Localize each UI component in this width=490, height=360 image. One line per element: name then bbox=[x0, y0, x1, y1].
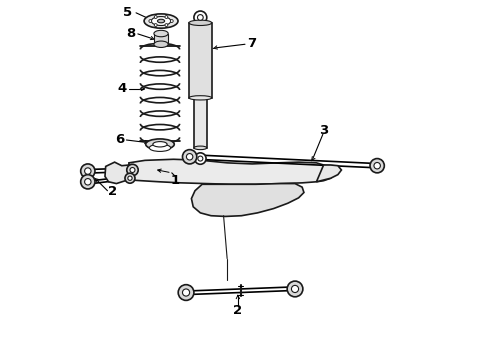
Text: 3: 3 bbox=[319, 124, 328, 137]
Circle shape bbox=[178, 285, 194, 300]
Ellipse shape bbox=[144, 14, 178, 28]
Circle shape bbox=[370, 158, 384, 173]
Circle shape bbox=[198, 156, 203, 161]
Circle shape bbox=[171, 19, 173, 22]
Circle shape bbox=[292, 285, 298, 293]
Ellipse shape bbox=[189, 20, 212, 26]
Circle shape bbox=[128, 176, 132, 180]
Circle shape bbox=[149, 19, 152, 22]
Ellipse shape bbox=[153, 141, 167, 147]
Text: 2: 2 bbox=[233, 304, 243, 317]
Circle shape bbox=[154, 15, 157, 18]
Polygon shape bbox=[194, 98, 207, 148]
Ellipse shape bbox=[149, 144, 171, 152]
Circle shape bbox=[182, 150, 197, 164]
Circle shape bbox=[130, 167, 135, 172]
Ellipse shape bbox=[194, 146, 207, 150]
Ellipse shape bbox=[151, 17, 171, 26]
Ellipse shape bbox=[157, 19, 165, 23]
Circle shape bbox=[186, 154, 193, 160]
Ellipse shape bbox=[154, 30, 168, 37]
Ellipse shape bbox=[189, 96, 212, 100]
Text: 2: 2 bbox=[108, 185, 118, 198]
Text: 6: 6 bbox=[115, 134, 124, 147]
Circle shape bbox=[81, 164, 95, 178]
Text: 8: 8 bbox=[126, 27, 135, 40]
Circle shape bbox=[194, 11, 207, 24]
Circle shape bbox=[154, 24, 157, 27]
Circle shape bbox=[85, 168, 91, 174]
Ellipse shape bbox=[154, 41, 168, 48]
Text: 7: 7 bbox=[247, 37, 257, 50]
Circle shape bbox=[287, 281, 303, 297]
Circle shape bbox=[127, 164, 138, 176]
Polygon shape bbox=[105, 162, 134, 184]
Text: 4: 4 bbox=[117, 82, 126, 95]
Polygon shape bbox=[192, 184, 304, 216]
Ellipse shape bbox=[146, 139, 174, 150]
Circle shape bbox=[165, 24, 168, 27]
Circle shape bbox=[125, 173, 135, 183]
Circle shape bbox=[85, 179, 91, 185]
Circle shape bbox=[81, 175, 95, 189]
Circle shape bbox=[182, 289, 190, 296]
Circle shape bbox=[165, 15, 168, 18]
Circle shape bbox=[374, 162, 380, 169]
Polygon shape bbox=[189, 23, 212, 98]
Text: 1: 1 bbox=[171, 174, 180, 186]
Polygon shape bbox=[129, 159, 331, 184]
Circle shape bbox=[195, 153, 206, 164]
Polygon shape bbox=[154, 33, 168, 44]
Text: 5: 5 bbox=[122, 6, 132, 19]
Circle shape bbox=[197, 15, 203, 20]
Polygon shape bbox=[317, 165, 342, 182]
